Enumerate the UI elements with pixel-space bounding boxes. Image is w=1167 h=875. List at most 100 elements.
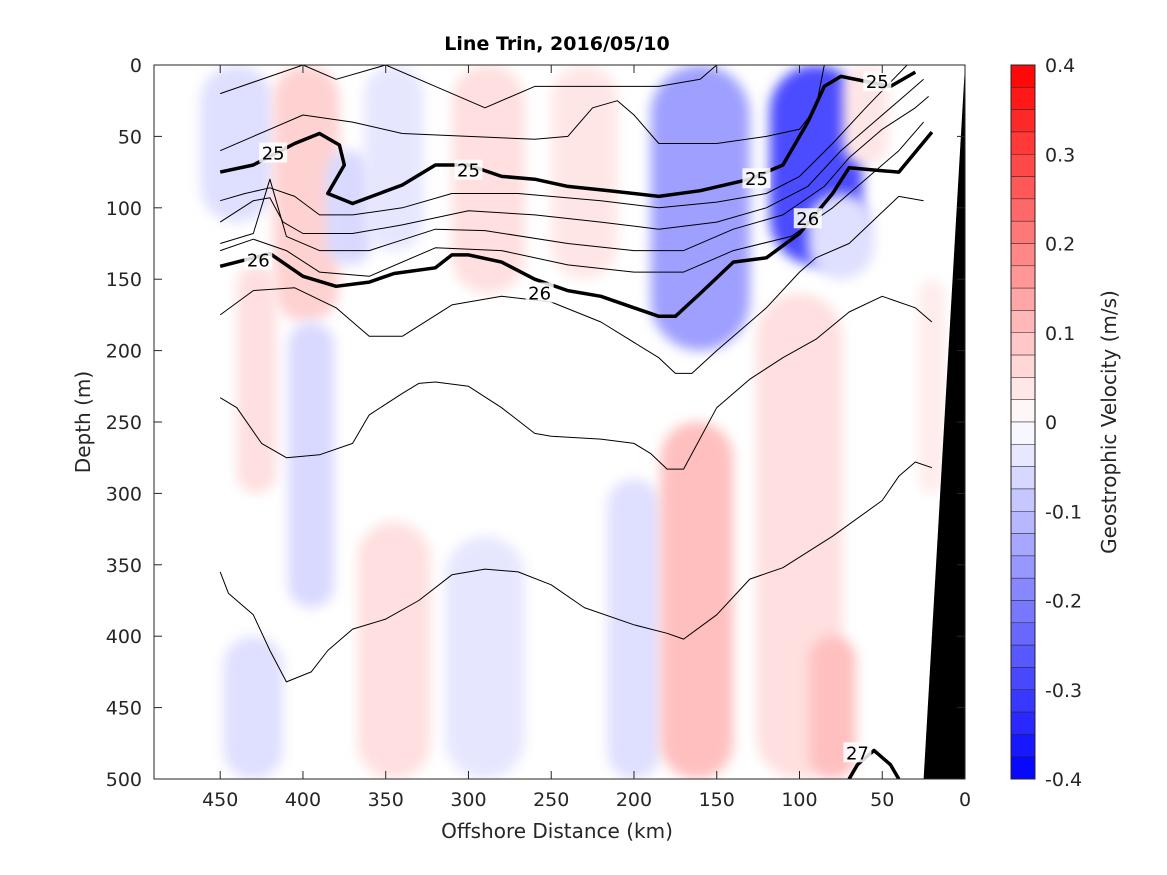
x-tick-label: 450 — [202, 789, 238, 811]
colorbar-level — [1010, 444, 1036, 467]
isopycnal-line — [219, 70, 917, 206]
x-tick-label: 50 — [870, 789, 894, 811]
velocity-band — [918, 279, 946, 494]
velocity-band — [650, 65, 750, 351]
velocity-band — [445, 536, 525, 779]
colorbar-level — [1010, 131, 1036, 155]
colorbar-tick-label: -0.4 — [1045, 769, 1082, 791]
colorbar-level — [1010, 511, 1036, 534]
velocity-band — [273, 65, 340, 323]
x-tick-label: 400 — [285, 789, 321, 811]
isopycnal-line — [220, 121, 924, 277]
y-tick-label: 400 — [106, 626, 142, 648]
colorbar-tick-label: -0.3 — [1045, 680, 1082, 702]
colorbar-level — [1010, 622, 1036, 646]
x-tick-label: 200 — [616, 789, 652, 811]
contour-label-bg — [259, 142, 288, 163]
velocity-band — [223, 636, 284, 779]
y-tick-label: 250 — [106, 412, 142, 434]
colorbar-level — [1010, 64, 1036, 88]
isopycnal-line — [220, 65, 908, 216]
y-tick-label: 450 — [106, 698, 142, 720]
contour-label: 27 — [846, 743, 869, 764]
velocity-band — [551, 65, 618, 280]
colorbar-level — [1010, 488, 1036, 512]
colorbar-level — [1010, 243, 1036, 267]
colorbar: 0.4 0.3 0.2 0.1 0 -0.1 -0.2 -0.3 -0.4 — [1010, 55, 1082, 791]
velocity-band — [357, 521, 431, 779]
colorbar-level — [1010, 555, 1036, 579]
isopycnal-line — [220, 65, 718, 109]
contour-label-bg — [843, 742, 872, 763]
y-tick-label: 350 — [106, 555, 142, 577]
contour-label-bg — [244, 249, 273, 270]
contour-label-bg — [863, 71, 892, 92]
x-tick-label: 100 — [781, 789, 817, 811]
chart-title: Line Trin, 2016/05/10 — [444, 33, 669, 55]
velocity-band — [451, 65, 525, 294]
colorbar-tick-label: 0.3 — [1045, 144, 1075, 166]
colorbar-label: Geostrophic Velocity (m/s) — [1097, 290, 1121, 554]
x-tick-label: 250 — [533, 789, 569, 811]
isopycnal-line — [219, 195, 924, 374]
colorbar-level — [1010, 466, 1036, 490]
colorbar-tick-label: -0.1 — [1045, 501, 1082, 523]
colorbar-level — [1010, 154, 1036, 177]
x-tick-label: 0 — [959, 789, 971, 811]
contour-label-bg — [454, 159, 483, 180]
isopycnal-line — [219, 461, 933, 683]
y-axis: 0 50 100 150 200 250 300 350 400 450 500 — [106, 55, 965, 791]
colorbar-level — [1010, 577, 1036, 601]
colorbar-level — [1010, 310, 1036, 333]
contour-labels: 25 25 25 25 26 26 26 27 — [244, 71, 892, 764]
colorbar-level — [1010, 600, 1036, 624]
contour-label: 26 — [247, 251, 270, 272]
contour-label: 25 — [866, 72, 889, 93]
colorbar-level — [1010, 198, 1036, 222]
colorbar-level — [1010, 265, 1036, 289]
x-tick-label: 300 — [450, 789, 486, 811]
colorbar-level — [1010, 644, 1036, 668]
colorbar-tick-label: 0.2 — [1045, 234, 1075, 256]
y-tick-label: 200 — [106, 341, 142, 363]
contour-label: 26 — [528, 283, 551, 304]
colorbar-tick-label: 0 — [1045, 412, 1057, 434]
colorbar-level — [1010, 421, 1036, 445]
isopycnal-line — [220, 96, 929, 252]
x-tick-label: 150 — [699, 789, 735, 811]
colorbar-level — [1010, 399, 1036, 423]
bathymetry — [923, 65, 965, 779]
y-tick-label: 50 — [118, 126, 142, 148]
contour-label-bg — [525, 282, 554, 303]
colorbar-level — [1010, 756, 1036, 780]
isopycnal-contours — [219, 65, 934, 779]
colorbar-level — [1010, 87, 1036, 110]
velocity-band — [288, 322, 335, 608]
contour-label: 25 — [745, 169, 768, 190]
plot-area: 25 25 25 25 26 26 26 27 450 400 350 300 250 200 150 10… — [106, 55, 971, 811]
colorbar-level — [1010, 377, 1036, 400]
x-axis: 450 400 350 300 250 200 150 100 50 0 — [202, 65, 971, 811]
velocity-band — [660, 422, 734, 779]
velocity-band — [364, 65, 424, 251]
isopycnal-line — [847, 748, 901, 779]
y-tick-label: 150 — [106, 269, 142, 291]
colorbar-levels — [1010, 64, 1036, 780]
contour-label-bg — [742, 168, 771, 189]
velocity-band — [607, 479, 661, 779]
colorbar-level — [1010, 109, 1036, 133]
colorbar-level — [1010, 689, 1036, 713]
colorbar-level — [1010, 354, 1036, 378]
velocity-band — [236, 264, 277, 494]
y-tick-label: 300 — [106, 483, 142, 505]
y-tick-label: 100 — [106, 198, 142, 220]
colorbar-level — [1010, 734, 1036, 757]
colorbar-level — [1010, 667, 1036, 690]
colorbar-tick-label: 0.4 — [1045, 55, 1075, 77]
y-axis-label: Depth (m) — [71, 371, 95, 473]
contour-label: 26 — [796, 209, 819, 230]
colorbar-level — [1010, 176, 1036, 200]
isopycnal-line — [220, 65, 825, 152]
colorbar-ticks: 0.4 0.3 0.2 0.1 0 -0.1 -0.2 -0.3 -0.4 — [1045, 55, 1082, 791]
